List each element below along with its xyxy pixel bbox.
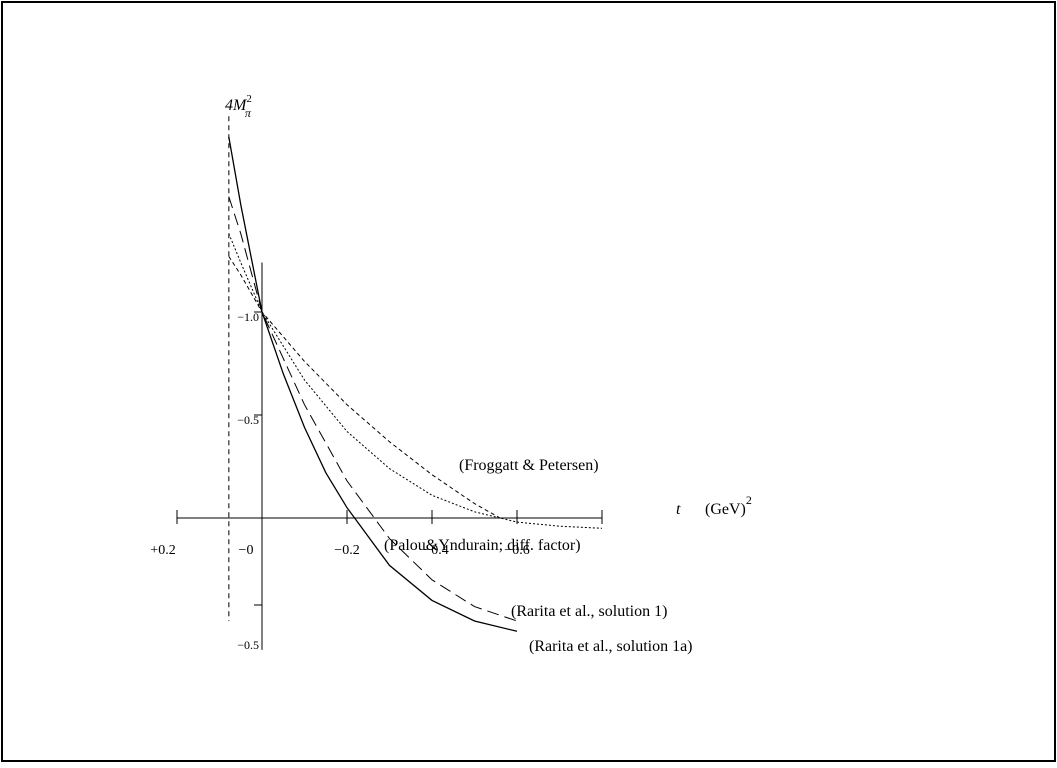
x-axis-unit-exp: 2 [746,493,752,507]
x-tick-marks [176,510,603,524]
x-tick-labels: +0.2 −0 −0.2 −0.4 −0.6 [150,543,529,558]
series-label: (Palou&Yndurain; diff. factor) [384,537,581,554]
threshold-label-sup: 2 [246,93,252,105]
y-tick-labels: −1.0 −0.5 −0.5 [237,310,259,652]
x-tick-label: +0.2 [150,543,175,558]
series-line [228,233,603,529]
y-tick-label: −1.0 [237,310,259,324]
series-line [228,196,518,622]
series-label: (Rarita et al., solution 1a) [529,638,693,655]
x-tick-label: −0.2 [334,543,359,558]
threshold-label: 4M2 π [225,93,252,120]
x-tick-label: −0.6 [504,543,529,558]
x-axis-unit: (GeV)2 [705,493,752,518]
series-line [228,256,501,519]
series-line [228,136,518,632]
x-tick-label: −0 [239,543,254,558]
x-tick-label: −0.4 [423,543,448,558]
x-axis-unit-text: (GeV) [705,501,746,518]
series-labels: (Froggatt & Petersen) (Palou&Yndurain; di… [384,457,693,655]
y-tick-marks [254,311,262,606]
y-tick-label: −0.5 [237,413,259,427]
y-tick-label: −0.5 [237,638,259,652]
series-label: (Rarita et al., solution 1) [511,603,667,620]
series-label: (Froggatt & Petersen) [459,457,599,474]
series-layer [228,136,603,632]
threshold-label-sub: π [245,106,252,120]
x-axis-label: t [676,501,681,518]
threshold-label-main: 4M [225,97,248,114]
